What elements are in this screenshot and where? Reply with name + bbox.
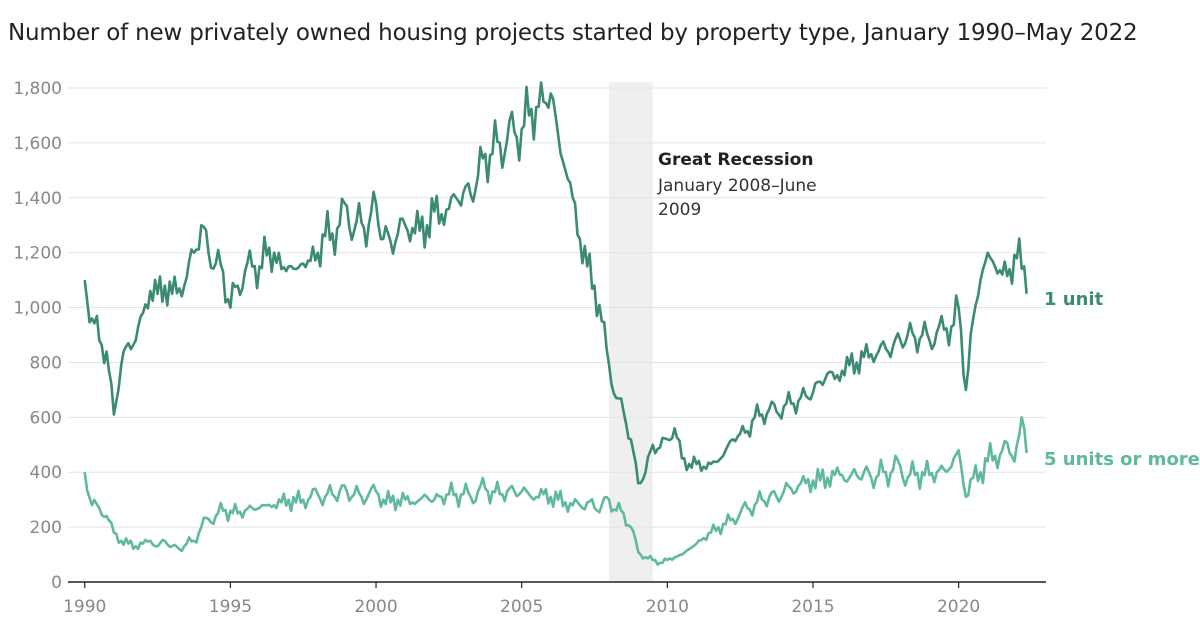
y-tick-label: 1,800 — [13, 79, 62, 99]
series-label: 1 unit — [1044, 289, 1104, 310]
y-tick-label: 400 — [30, 463, 62, 483]
y-tick-label: 600 — [30, 408, 62, 428]
series-line — [83, 416, 1028, 566]
axes: 0 200 400 600 800 1,000 1,200 1,400 1,600 1,800 19… — [13, 79, 1046, 617]
series-lines — [83, 81, 1028, 566]
series-label: 5 units or more — [1044, 449, 1200, 470]
y-tick-label: 0 — [51, 573, 62, 593]
y-tick-label: 1,200 — [13, 244, 62, 264]
annotation-text-line: January 2008–June — [657, 176, 817, 196]
x-tick-label: 2020 — [937, 597, 980, 617]
x-tick-label: 2000 — [354, 597, 397, 617]
y-tick-label: 1,600 — [13, 134, 62, 154]
y-tick-label: 1,000 — [13, 299, 62, 319]
x-tick-label: 2005 — [500, 597, 543, 617]
series-line — [83, 81, 1028, 485]
recession-band-layer — [609, 82, 653, 582]
series-labels: 1 unit 5 units or more — [1044, 289, 1200, 470]
gridlines — [68, 87, 1046, 528]
chart-title: Number of new privately owned housing pr… — [8, 20, 1138, 46]
recession-band — [609, 82, 653, 582]
x-tick-label: 1990 — [63, 597, 106, 617]
x-tick-label: 2015 — [791, 597, 834, 617]
annotation-title: Great Recession — [658, 150, 813, 170]
y-tick-label: 800 — [30, 353, 62, 373]
y-tick-label: 1,400 — [13, 189, 62, 209]
y-tick-label: 200 — [30, 518, 62, 538]
annotation-text-line: 2009 — [658, 200, 701, 220]
x-tick-label: 2010 — [646, 597, 689, 617]
x-tick-label: 1995 — [209, 597, 252, 617]
recession-annotation: Great Recession January 2008–June 2009 — [657, 150, 817, 220]
